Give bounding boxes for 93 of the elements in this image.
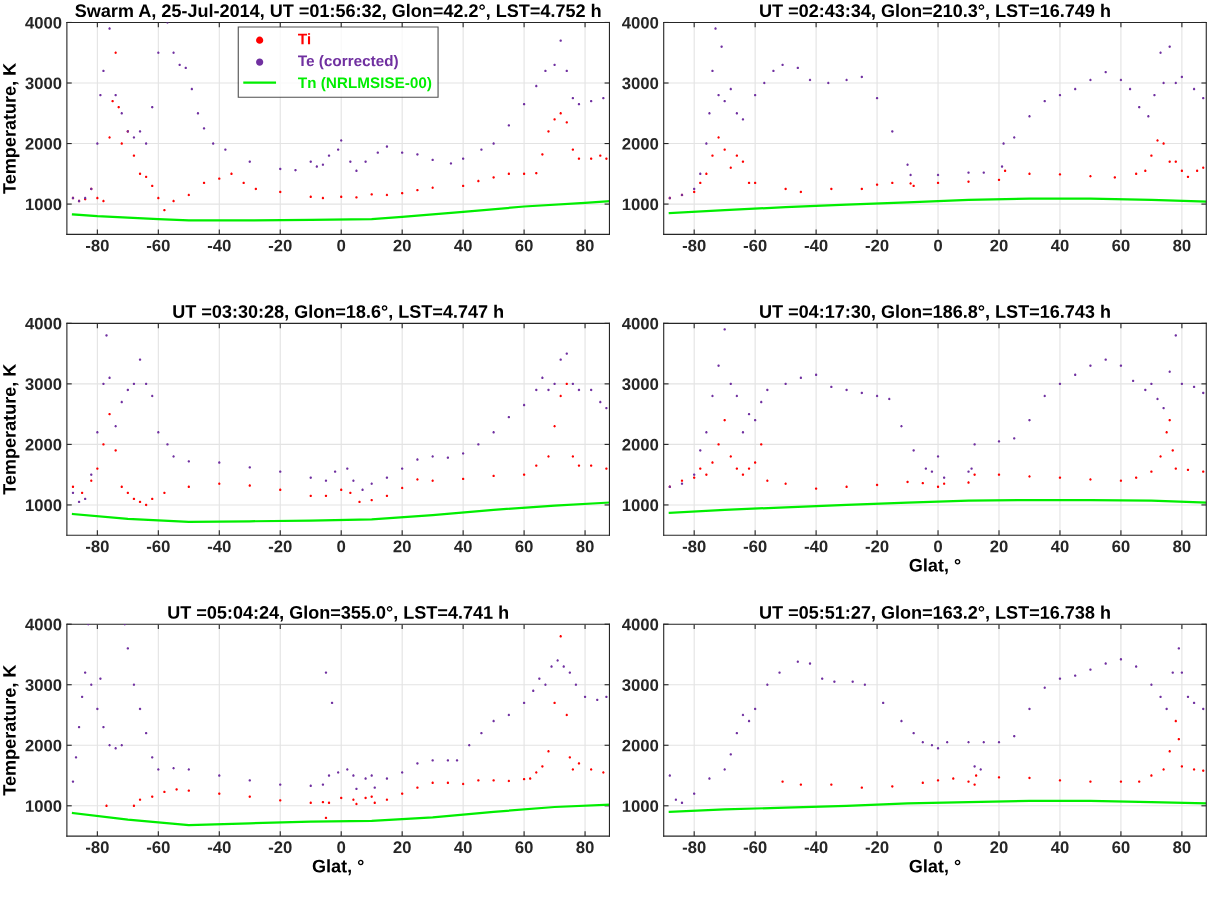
x-tick-label: -60 xyxy=(743,239,767,252)
x-tick-label: -80 xyxy=(682,239,706,252)
y-tick-label: 3000 xyxy=(25,378,62,391)
x-axis-title: Glat, ° xyxy=(909,558,961,575)
y-axis-title: Temperature, K xyxy=(3,664,20,796)
x-tick-label: 40 xyxy=(454,239,472,252)
y-tick-label: 4000 xyxy=(622,317,659,330)
y-tick-label: 4000 xyxy=(25,618,62,631)
y-tick-label: 2000 xyxy=(622,438,659,451)
x-tick-label: -20 xyxy=(268,540,292,553)
y-tick-label: 4000 xyxy=(622,16,659,29)
x-tick-label: -80 xyxy=(682,540,706,553)
x-tick-label: -80 xyxy=(85,540,109,553)
chart-title: Swarm A, 25-Jul-2014, UT =01:56:32, Glon=42.2°, LST=4.752 h xyxy=(75,3,601,20)
x-tick-label: 0 xyxy=(337,841,346,854)
x-tick-label: -40 xyxy=(804,540,828,553)
y-tick-label: 4000 xyxy=(25,317,62,330)
y-tick-label: 3000 xyxy=(622,77,659,90)
y-tick-label: 2000 xyxy=(622,137,659,150)
x-tick-label: 0 xyxy=(934,841,942,854)
x-tick-label: 40 xyxy=(454,540,472,553)
x-tick-label: -40 xyxy=(207,841,231,854)
y-tick-label: 2000 xyxy=(25,438,62,451)
x-tick-label: 80 xyxy=(1173,540,1191,553)
x-tick-label: 60 xyxy=(1112,239,1130,252)
x-tick-label: 40 xyxy=(454,841,472,854)
chart-title: UT =04:17:30, Glon=186.8°, LST=16.743 h xyxy=(760,304,1110,321)
y-tick-label: 1000 xyxy=(622,800,659,813)
x-tick-label: -40 xyxy=(207,239,231,252)
y-tick-label: 1000 xyxy=(622,499,659,512)
x-tick-label: 80 xyxy=(1173,841,1191,854)
x-tick-label: 80 xyxy=(576,841,594,854)
x-tick-label: 80 xyxy=(576,239,594,252)
x-tick-label: -60 xyxy=(146,841,170,854)
x-tick-label: 0 xyxy=(337,239,346,252)
x-tick-label: 20 xyxy=(990,841,1008,854)
y-tick-label: 1000 xyxy=(26,499,62,512)
x-tick-label: -40 xyxy=(207,540,231,553)
x-tick-label: -20 xyxy=(865,239,889,252)
x-tick-label: 60 xyxy=(515,239,533,252)
x-tick-label: 0 xyxy=(934,239,942,252)
y-tick-label: 3000 xyxy=(622,679,659,691)
x-tick-label: 40 xyxy=(1050,841,1069,854)
x-tick-label: 60 xyxy=(1112,540,1130,553)
x-axis-title: Glat, ° xyxy=(909,859,961,876)
x-tick-label: -20 xyxy=(268,841,292,854)
y-axis-title: Temperature, K xyxy=(3,363,20,495)
y-tick-label: 4000 xyxy=(25,16,62,29)
y-axis-title: Temperature, K xyxy=(3,63,20,194)
legend-label: Te (corrected) xyxy=(298,55,398,70)
x-tick-label: 80 xyxy=(1173,239,1191,252)
y-tick-label: 3000 xyxy=(25,77,62,90)
y-tick-label: 2000 xyxy=(25,739,62,752)
x-tick-label: 60 xyxy=(515,540,533,553)
x-tick-label: -80 xyxy=(682,841,706,854)
legend-label: Ti xyxy=(298,33,311,45)
legend-label: Tn (NRLMSISE-00) xyxy=(298,76,432,92)
x-tick-label: -20 xyxy=(865,841,889,854)
chart-title: UT =05:51:27, Glon=163.2°, LST=16.738 h xyxy=(760,605,1110,622)
y-tick-label: 2000 xyxy=(622,739,659,752)
x-tick-label: -20 xyxy=(865,540,889,553)
x-tick-label: 20 xyxy=(393,239,411,252)
y-tick-label: 1000 xyxy=(622,198,659,211)
y-tick-label: 4000 xyxy=(622,618,659,631)
x-tick-label: 40 xyxy=(1050,239,1069,252)
y-tick-label: 3000 xyxy=(622,378,659,391)
x-axis-title: Glat, ° xyxy=(312,859,364,876)
x-tick-label: 20 xyxy=(990,239,1008,252)
x-tick-label: -80 xyxy=(85,841,109,854)
x-tick-label: -80 xyxy=(85,239,109,252)
y-tick-label: 1000 xyxy=(26,198,62,211)
y-tick-label: 2000 xyxy=(25,137,62,150)
x-tick-label: -60 xyxy=(743,540,767,553)
x-tick-label: -40 xyxy=(804,239,828,252)
chart-title: UT =02:43:34, Glon=210.3°, LST=16.749 h xyxy=(760,3,1110,20)
x-tick-label: 60 xyxy=(515,841,533,854)
x-tick-label: -60 xyxy=(743,841,767,854)
x-tick-label: 0 xyxy=(337,540,346,553)
x-tick-label: -60 xyxy=(146,239,170,252)
x-tick-label: 20 xyxy=(393,841,411,854)
chart-title: UT =05:04:24, Glon=355.0°, LST=4.741 h xyxy=(168,605,509,622)
x-tick-label: 20 xyxy=(990,540,1008,553)
x-tick-label: 60 xyxy=(1112,841,1130,854)
y-tick-label: 1000 xyxy=(26,800,62,813)
x-tick-label: -40 xyxy=(804,841,828,854)
x-tick-label: 80 xyxy=(576,540,594,553)
x-tick-label: 20 xyxy=(393,540,411,553)
x-tick-label: -60 xyxy=(146,540,170,553)
y-tick-label: 3000 xyxy=(25,679,62,691)
x-tick-label: 40 xyxy=(1050,540,1069,553)
x-tick-label: 0 xyxy=(934,540,942,553)
chart-title: UT =03:30:28, Glon=18.6°, LST=4.747 h xyxy=(173,304,503,321)
x-tick-label: -20 xyxy=(268,239,292,252)
